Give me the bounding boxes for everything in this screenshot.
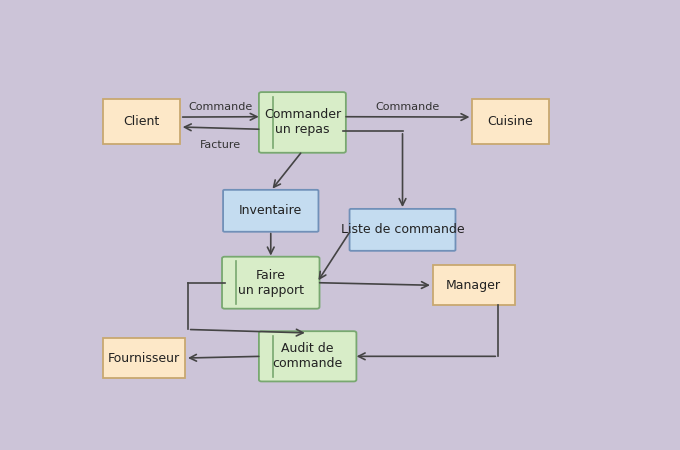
FancyBboxPatch shape xyxy=(222,256,320,309)
FancyBboxPatch shape xyxy=(432,266,515,305)
FancyBboxPatch shape xyxy=(259,92,346,153)
Text: Commande: Commande xyxy=(188,102,253,112)
Text: Cuisine: Cuisine xyxy=(488,115,533,128)
FancyBboxPatch shape xyxy=(473,99,549,144)
FancyBboxPatch shape xyxy=(103,338,185,378)
Text: Client: Client xyxy=(124,115,160,128)
FancyBboxPatch shape xyxy=(259,331,356,382)
FancyBboxPatch shape xyxy=(223,190,318,232)
Text: Faire
un rapport: Faire un rapport xyxy=(238,269,304,297)
Text: Audit de
commande: Audit de commande xyxy=(273,342,343,370)
Text: Facture: Facture xyxy=(200,140,241,150)
Text: Manager: Manager xyxy=(446,279,501,292)
Text: Liste de commande: Liste de commande xyxy=(341,223,464,236)
FancyBboxPatch shape xyxy=(350,209,456,251)
Text: Fournisseur: Fournisseur xyxy=(108,351,180,364)
Text: Inventaire: Inventaire xyxy=(239,204,303,217)
Text: Commande: Commande xyxy=(375,102,440,112)
Text: Commander
un repas: Commander un repas xyxy=(264,108,341,136)
FancyBboxPatch shape xyxy=(103,99,180,144)
